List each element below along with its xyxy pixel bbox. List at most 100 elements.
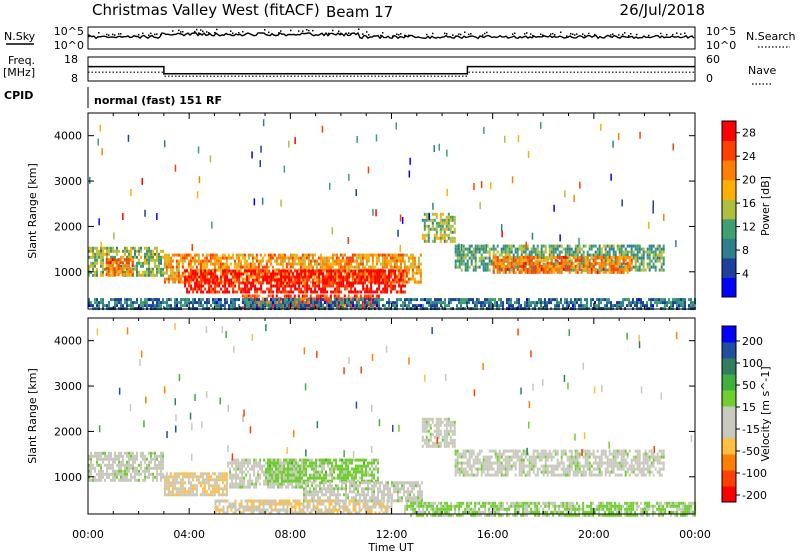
freq-label: Freq. <box>8 54 35 67</box>
nave-trace <box>88 71 695 77</box>
velocity-ylabel: Slant Range [km] <box>26 368 39 464</box>
colorbar-tick-label: 4 <box>742 268 749 281</box>
xtick-label: 16:00 <box>477 528 509 541</box>
colorbar-swatch <box>722 342 736 359</box>
nave-line <box>88 71 695 77</box>
power-axes: 1000 2000 3000 4000 <box>54 113 696 309</box>
xtick-label: 08:00 <box>274 528 306 541</box>
power-region-5 <box>421 212 456 243</box>
velocity-colorbar-label: Velocity [m s^-1] <box>759 366 772 461</box>
ytick-label: 4000 <box>54 130 82 143</box>
colorbar-swatch <box>722 438 736 455</box>
velocity-region-6 <box>421 417 456 448</box>
colorbar-swatch <box>722 486 736 503</box>
colorbar-swatch <box>722 257 736 278</box>
freq-panel-frame <box>87 56 696 82</box>
nave-label: Nave <box>748 64 776 77</box>
xtick-label: 04:00 <box>173 528 205 541</box>
station-title: Christmas Valley West (fitACF) <box>92 1 320 19</box>
nsearch-tick-top: 10^5 <box>706 25 736 38</box>
colorbar-swatch <box>722 390 736 407</box>
beam-label: Beam 17 <box>326 3 393 21</box>
colorbar-swatch <box>722 199 736 220</box>
power-region-1 <box>105 258 134 277</box>
velocity-heatmap <box>88 323 697 517</box>
nsky-line <box>87 31 695 40</box>
nsky-panel-frame <box>87 26 696 50</box>
xtick-label: 12:00 <box>376 528 408 541</box>
velocity-region-8 <box>404 501 697 517</box>
nsky-label: N.Sky <box>4 30 36 43</box>
colorbar-tick-label: 50 <box>742 379 756 392</box>
velocity-colorbar: 200 100 50 15 -15 -50 -100 -200 <box>721 325 767 503</box>
velocity-region-5 <box>214 499 393 515</box>
velocity-region-4 <box>303 481 423 503</box>
colorbar-tick-label: -15 <box>742 423 760 436</box>
power-colorbar: 4 8 12 16 20 24 28 <box>721 120 756 298</box>
colorbar-tick-label: 8 <box>742 244 749 257</box>
velocity-region-0 <box>88 451 164 482</box>
colorbar-tick-label: 15 <box>742 401 756 414</box>
ytick-label: 1000 <box>54 471 82 484</box>
cpid-value: normal (fast) 151 RF <box>94 94 222 107</box>
velocity-region-7 <box>454 449 665 477</box>
ytick-label: 3000 <box>54 380 82 393</box>
freq-tick-top: 18 <box>64 53 78 66</box>
power-region-3 <box>184 269 407 294</box>
colorbar-tick-label: 100 <box>742 357 763 370</box>
ytick-label: 3000 <box>54 175 82 188</box>
colorbar-tick-label: -100 <box>742 467 767 480</box>
colorbar-swatch <box>722 454 736 471</box>
colorbar-swatch <box>722 179 736 200</box>
power-ylabel: Slant Range [km] <box>26 163 39 259</box>
nsky-trace <box>87 28 695 40</box>
date-label: 26/Jul/2018 <box>620 1 705 19</box>
colorbar-tick-label: 16 <box>742 197 756 210</box>
freq-trace <box>88 65 695 75</box>
velocity-sparse-echoes <box>96 323 693 461</box>
colorbar-swatch <box>722 422 736 439</box>
colorbar-swatch <box>722 160 736 181</box>
ytick-label: 4000 <box>54 335 82 348</box>
time-axis-label: Time UT <box>367 541 413 554</box>
colorbar-tick-label: 20 <box>742 174 756 187</box>
xtick-label: 00:00 <box>679 528 711 541</box>
colorbar-swatch <box>722 218 736 239</box>
power-heatmap <box>88 119 696 311</box>
freq-unit: [MHz] <box>3 66 35 79</box>
xtick-label: 00:00 <box>72 528 104 541</box>
ytick-label: 1000 <box>54 266 82 279</box>
colorbar-swatch <box>722 374 736 391</box>
cpid-label: CPID <box>4 89 33 102</box>
freq-tick-bottom: 8 <box>71 72 78 85</box>
ytick-label: 2000 <box>54 425 82 438</box>
nsearch-tick-bottom: 10^0 <box>706 39 736 52</box>
power-sparse-echoes <box>89 119 677 252</box>
colorbar-swatch <box>722 121 736 142</box>
nave-tick-bottom: 0 <box>706 72 713 85</box>
colorbar-swatch <box>722 277 736 298</box>
time-axis-ticks: 00:00 04:00 08:00 12:00 16:00 20:00 00:00 <box>72 528 711 541</box>
colorbar-swatch <box>722 238 736 259</box>
colorbar-tick-label: 12 <box>742 221 756 234</box>
velocity-region-1 <box>163 472 228 497</box>
colorbar-tick-label: 200 <box>742 335 763 348</box>
colorbar-tick-label: 28 <box>742 127 756 140</box>
velocity-axes: 1000 2000 3000 4000 <box>54 318 696 514</box>
nave-tick-top: 60 <box>706 53 720 66</box>
nsky-tick-bottom: 10^0 <box>54 39 84 52</box>
power-region-7 <box>492 255 633 274</box>
colorbar-swatch <box>722 406 736 423</box>
power-colorbar-label: Power [dB] <box>759 176 772 236</box>
colorbar-swatch <box>722 358 736 375</box>
nsearch-label: N.Search <box>746 30 796 43</box>
colorbar-swatch <box>722 470 736 487</box>
xtick-label: 20:00 <box>578 528 610 541</box>
colorbar-swatch <box>722 140 736 161</box>
ytick-label: 2000 <box>54 220 82 233</box>
nsky-tick-top: 10^5 <box>54 25 84 38</box>
colorbar-tick-label: -50 <box>742 445 760 458</box>
colorbar-tick-label: -200 <box>742 489 767 502</box>
colorbar-tick-label: 24 <box>742 150 756 163</box>
velocity-region-3 <box>265 458 379 483</box>
